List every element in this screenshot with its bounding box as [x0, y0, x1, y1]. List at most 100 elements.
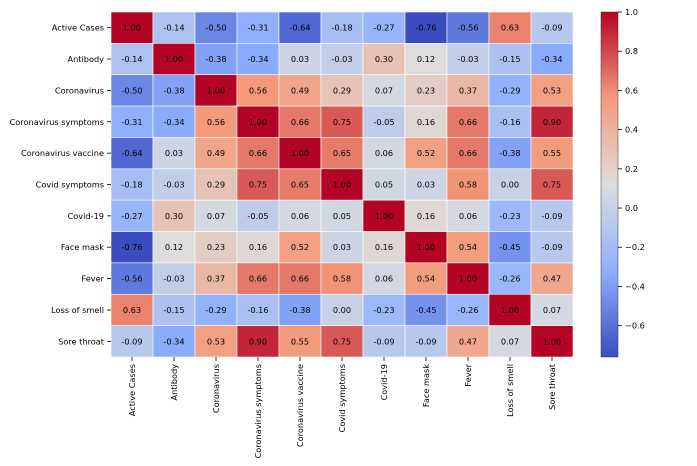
x-tick-label: Covid-19 [379, 364, 389, 400]
y-tick-label: Active Cases [52, 23, 104, 33]
cell-value-label: 0.52 [291, 242, 309, 252]
heatmap-cell [320, 262, 364, 295]
cell-value-label: -0.38 [205, 54, 226, 64]
x-tick-label: Coronavirus symptoms [253, 364, 263, 458]
cell-value-label: 0.37 [459, 85, 477, 95]
heatmap-cell [446, 262, 490, 295]
cell-value-label: 0.55 [543, 148, 561, 158]
heatmap-cell [404, 231, 448, 264]
x-tick-label: Coronavirus [211, 364, 221, 413]
heatmap-cell [194, 74, 238, 107]
heatmap-cell [152, 231, 196, 264]
heatmap-cell [320, 168, 364, 201]
cell-value-label: 0.53 [543, 85, 561, 95]
cell-value-label: 0.29 [207, 180, 225, 190]
cell-value-label: -0.03 [163, 180, 184, 190]
cell-value-label: -0.09 [415, 336, 436, 346]
cell-value-label: 0.90 [249, 336, 267, 346]
heatmap-cell [404, 262, 448, 295]
cell-value-label: -0.76 [415, 23, 436, 33]
cell-value-label: 1.00 [123, 23, 141, 33]
heatmap-cell [278, 137, 322, 170]
cell-value-label: 0.12 [417, 54, 435, 64]
x-tick-label: Loss of smell [505, 364, 515, 417]
heatmap-cell [320, 74, 364, 107]
heatmap-cell [488, 137, 532, 170]
cell-value-label: -0.50 [205, 23, 226, 33]
heatmap-cell [488, 231, 532, 264]
cell-value-label: -0.14 [163, 23, 184, 33]
y-tick-label: Fever [81, 274, 104, 284]
cell-value-label: -0.09 [541, 242, 562, 252]
y-tick-label: Covid symptoms [36, 180, 104, 190]
y-tick-label: Sore throat [58, 336, 105, 346]
cell-value-label: 0.55 [291, 336, 309, 346]
x-tick-label: Antibody [169, 364, 179, 401]
cell-value-label: -0.34 [163, 336, 184, 346]
heatmap-cell [110, 74, 154, 107]
heatmap-cell [110, 262, 154, 295]
cell-value-label: -0.05 [373, 117, 394, 127]
y-tick-label: Coronavirus vaccine [21, 148, 104, 158]
cell-value-label: 0.66 [459, 117, 477, 127]
cell-value-label: -0.14 [121, 54, 142, 64]
heatmap-cell [404, 325, 448, 358]
heatmap-cell [194, 262, 238, 295]
heatmap-cell [446, 325, 490, 358]
colorbar-frame [600, 11, 619, 358]
cell-value-label: 0.53 [207, 336, 225, 346]
cell-value-label: 0.49 [207, 148, 225, 158]
heatmap-cell [110, 231, 154, 264]
cell-value-label: 1.00 [501, 305, 519, 315]
heatmap-cell [362, 43, 406, 76]
cell-value-label: 0.23 [207, 242, 225, 252]
cell-value-label: -0.56 [457, 23, 478, 33]
cell-value-label: -0.45 [499, 242, 520, 252]
cell-value-label: -0.16 [499, 117, 520, 127]
heatmap-cell [530, 137, 574, 170]
cell-value-label: 0.03 [291, 54, 309, 64]
cell-value-label: -0.76 [121, 242, 142, 252]
heatmap-cell [446, 74, 490, 107]
cell-value-label: 0.16 [417, 117, 435, 127]
cell-value-label: 0.06 [375, 274, 393, 284]
cell-value-label: 1.00 [207, 85, 225, 95]
heatmap-cell [530, 43, 574, 76]
cell-value-label: 0.66 [291, 274, 309, 284]
cell-value-label: 0.03 [417, 180, 435, 190]
heatmap-cell [152, 137, 196, 170]
cell-value-label: 0.06 [291, 211, 309, 221]
colorbar-tick-label: 0.2 [625, 164, 638, 174]
colorbar-tick-label: −0.4 [625, 281, 645, 291]
cell-value-label: 0.07 [207, 211, 225, 221]
x-tick-labels: Active Cases Antibody Coronavirus Coronavir… [127, 357, 557, 458]
cell-value-label: -0.09 [541, 211, 562, 221]
heatmap-cell [152, 325, 196, 358]
cell-value-label: 0.06 [375, 148, 393, 158]
colorbar-tick-label: 1.0 [625, 7, 638, 17]
cell-value-label: 1.00 [543, 336, 561, 346]
cell-value-label: -0.15 [163, 305, 184, 315]
cell-value-label: 0.66 [291, 117, 309, 127]
cell-value-label: -0.18 [331, 23, 352, 33]
heatmap-cell [488, 43, 532, 76]
cell-value-label: 0.54 [459, 242, 477, 252]
cell-value-label: -0.34 [163, 117, 184, 127]
heatmap-cell [110, 43, 154, 76]
cell-value-label: 0.29 [333, 85, 351, 95]
heatmap-cell [236, 168, 280, 201]
heatmap-cell [530, 325, 574, 358]
heatmap-cell [110, 293, 154, 326]
cell-value-label: 0.30 [375, 54, 393, 64]
heatmap-cell [488, 11, 532, 44]
cell-value-label: 1.00 [165, 54, 183, 64]
heatmap-cell [110, 11, 154, 44]
heatmap-cell [530, 168, 574, 201]
heatmap-cell [362, 199, 406, 232]
y-tick-label: Coronavirus [55, 85, 104, 95]
x-tick-label: Active Cases [127, 364, 137, 416]
cell-value-label: 0.90 [543, 117, 561, 127]
heatmap-cell [236, 105, 280, 138]
heatmap-cell [488, 262, 532, 295]
heatmap-cell [320, 231, 364, 264]
